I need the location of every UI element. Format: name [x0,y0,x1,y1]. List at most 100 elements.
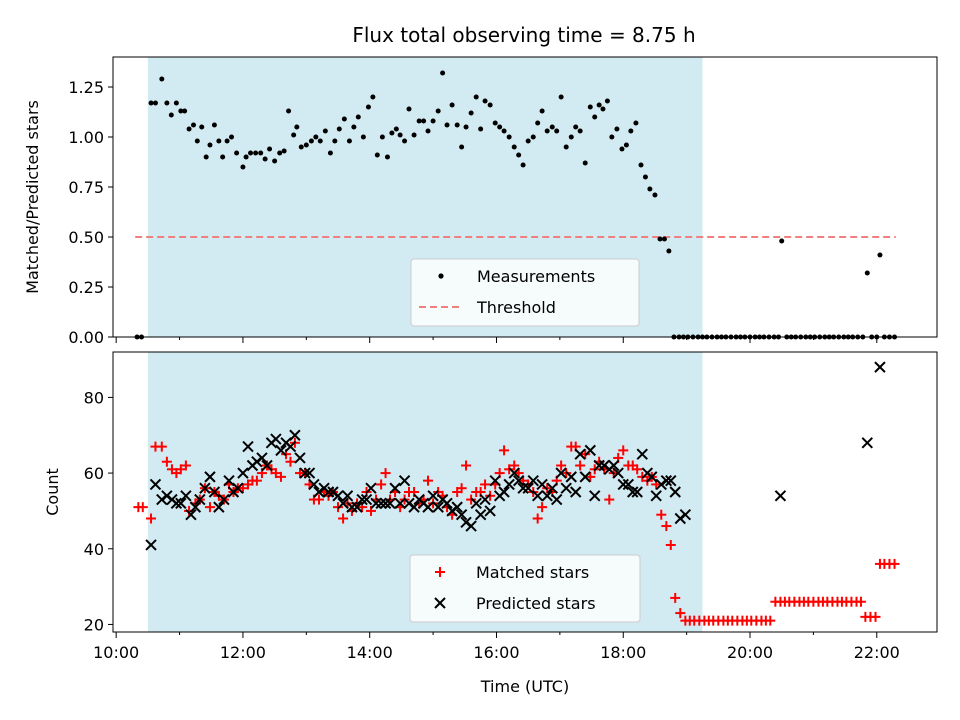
bottom-plot-frame [112,351,938,633]
measurement-point [351,124,357,130]
predicted-star-point [145,539,157,551]
measurement-point [341,116,347,122]
x-marker-b [527,474,539,487]
measurement-point [619,146,625,152]
measurement-point [178,108,184,114]
x-marker-b [874,361,886,373]
x-marker-b [584,444,596,457]
predicted-star-point [303,467,316,479]
top-legend: Measurements Threshold [410,258,640,327]
measurement-point [148,100,154,106]
x-marker-b [356,493,368,506]
predicted-star-point [389,482,401,494]
measurement-point [544,128,550,134]
x-marker-b [550,493,563,506]
measurement-point [459,144,465,150]
matched-star-point [275,471,286,482]
x-marker-b [275,444,287,457]
predicted-star-point [522,482,534,494]
x-marker-b [270,433,282,445]
predicted-star-point [170,497,183,510]
predicted-star-point [565,471,577,483]
measurement-point [224,138,230,144]
top-legend-box [410,258,640,327]
predicted-star-point [665,474,677,487]
matched-star-point [270,468,281,479]
predicted-star-point [427,490,439,502]
measurement-point [384,154,390,160]
y-tick-label: 0.25 [68,278,104,297]
measurement-point [425,128,431,134]
measurement-point [229,134,235,140]
predicted-star-point [627,486,639,498]
x-marker-b [394,497,406,510]
measurement-point [402,138,408,144]
predicted-star-point [422,501,434,513]
x-tick-label: 20:00 [727,643,773,662]
x-marker-b [484,505,496,517]
x-marker-b [636,448,648,460]
x-marker-b [589,490,601,502]
x-marker-b [465,520,477,532]
measurement-point [336,126,342,132]
matched-star-point [509,460,520,471]
predicted-star-point [612,467,624,479]
x-marker-b [522,482,534,494]
measurement-point [365,104,371,110]
predicted-star-point [199,482,211,494]
matched-star-point [456,483,467,494]
measurement-point [440,70,446,76]
measurement-point [281,148,287,154]
x-marker-b [189,501,202,513]
legend-threshold-label: Threshold [476,298,556,317]
predicted-star-point [508,467,520,479]
top-panel: 0.00 0.25 0.50 0.75 1.00 1.25 Matched/Predict… [23,56,938,347]
bottom-y-axis-label: Count [43,468,62,516]
matched-star-point [670,592,681,603]
x-marker-b [242,440,254,453]
predicted-star-point [650,490,662,502]
measurement-point [267,146,273,152]
measurement-point [592,114,598,120]
measurement-point [444,122,450,128]
x-marker-b [434,597,446,609]
predicted-star-point [579,471,591,483]
matched-star-point [237,483,248,494]
x-marker-b [617,478,629,491]
x-marker-b [370,497,382,510]
measurement-point [549,124,555,130]
x-marker-b [679,508,692,521]
x-marker-b [531,490,544,502]
measurement-point [370,94,376,100]
measurement-point [411,132,417,138]
measurement-point [416,118,422,124]
bottom-y-axis: 20 40 60 80 [84,388,113,634]
measurement-point [379,134,385,140]
x-marker-b [341,490,354,502]
x-marker-b [185,508,197,521]
measurement-point [243,154,249,160]
predicted-star-point [451,501,463,513]
measurement-point [190,122,196,128]
predicted-star-point [218,493,230,506]
predicted-star-point [185,508,197,521]
x-marker-b [579,471,591,483]
measurement-point [482,98,488,104]
x-marker-b [489,474,501,487]
matched-star-point [665,539,676,550]
measurement-point [587,104,593,110]
x-marker-b [498,486,510,498]
measurement-point [272,158,278,164]
measurement-point [468,110,474,116]
predicted-star-point [617,478,629,491]
matched-star-point [175,464,186,475]
predicted-star-point [631,486,643,498]
x-marker-b [261,459,273,472]
predicted-star-point [527,474,539,487]
predicted-star-point [261,459,273,472]
measurement-point [511,144,517,150]
measurement-point [211,122,217,128]
matched-star-point [251,475,262,486]
measurement-point [449,102,455,108]
